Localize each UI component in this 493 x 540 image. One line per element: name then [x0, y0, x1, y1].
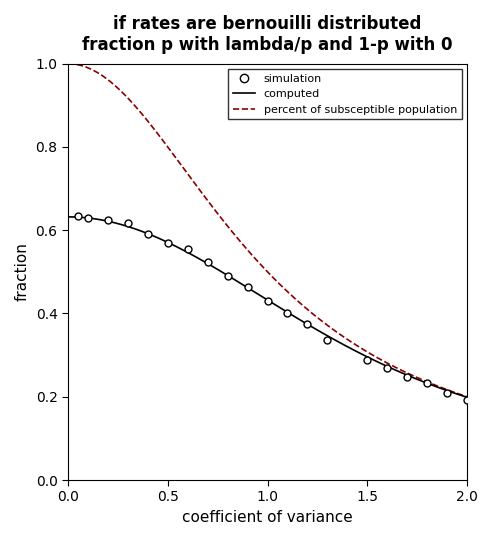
- Y-axis label: fraction: fraction: [15, 242, 30, 301]
- Legend: simulation, computed, percent of subsceptible population: simulation, computed, percent of subscep…: [228, 69, 461, 119]
- Title: if rates are bernouilli distributed
fraction p with lambda/p and 1-p with 0: if rates are bernouilli distributed frac…: [82, 15, 453, 54]
- X-axis label: coefficient of variance: coefficient of variance: [182, 510, 353, 525]
